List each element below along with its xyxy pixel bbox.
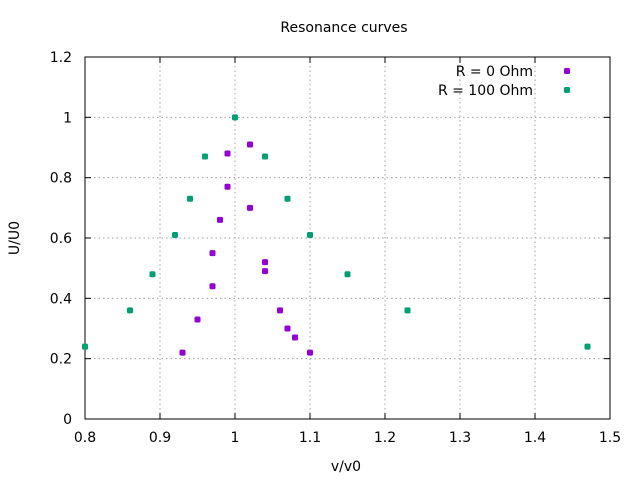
x-tick-label: 0.8 bbox=[74, 430, 96, 446]
chart-title: Resonance curves bbox=[280, 20, 407, 36]
legend: R = 0 Ohm R = 100 Ohm bbox=[438, 64, 570, 99]
data-point bbox=[284, 325, 291, 332]
x-tick-label: 0.9 bbox=[149, 430, 171, 446]
y-tick-label: 0 bbox=[63, 412, 72, 428]
axis-ticks bbox=[84, 56, 611, 420]
data-point bbox=[202, 153, 208, 160]
y-tick-label: 0.8 bbox=[50, 171, 72, 187]
x-tick-label: 1.3 bbox=[449, 430, 471, 446]
x-axis-label: v/v0 bbox=[331, 459, 361, 475]
data-point bbox=[149, 271, 156, 278]
data-point bbox=[307, 231, 313, 238]
data-point bbox=[404, 307, 411, 314]
data-point bbox=[262, 153, 268, 160]
data-point bbox=[179, 349, 186, 356]
x-tick-label: 1.5 bbox=[599, 430, 621, 446]
data-point bbox=[194, 316, 201, 323]
grid bbox=[85, 57, 610, 419]
y-tick-label: 0.2 bbox=[50, 352, 72, 368]
y-tick-labels: 0 0.2 0.4 0.6 0.8 1 1.2 bbox=[50, 50, 72, 428]
x-tick-label: 1 bbox=[231, 430, 240, 446]
data-point bbox=[217, 216, 223, 223]
data-point bbox=[344, 271, 351, 278]
x-tick-label: 1.4 bbox=[524, 430, 546, 446]
x-tick-label: 1.1 bbox=[299, 430, 321, 446]
data-point bbox=[292, 334, 298, 341]
legend-label: R = 100 Ohm bbox=[438, 83, 533, 99]
x-tick-labels: 0.8 0.9 1 1.1 1.2 1.3 1.4 1.5 bbox=[74, 430, 621, 446]
data-point bbox=[284, 195, 291, 202]
data-point bbox=[209, 283, 216, 290]
x-tick-label: 1.2 bbox=[374, 430, 396, 446]
data-point bbox=[172, 231, 178, 238]
y-axis-label: U/U0 bbox=[7, 221, 23, 255]
data-point bbox=[307, 349, 313, 356]
data-point bbox=[187, 195, 193, 202]
data-point bbox=[247, 204, 253, 211]
data-point bbox=[262, 268, 268, 275]
data-point bbox=[127, 307, 133, 314]
data-point bbox=[247, 141, 253, 148]
legend-marker bbox=[564, 68, 570, 74]
y-tick-label: 1.2 bbox=[50, 50, 72, 66]
data-point bbox=[209, 250, 216, 257]
data-points bbox=[82, 114, 591, 356]
data-point bbox=[277, 307, 283, 314]
data-point bbox=[224, 183, 231, 190]
legend-marker bbox=[564, 87, 570, 93]
data-point bbox=[224, 150, 231, 157]
data-point bbox=[232, 114, 238, 121]
legend-label: R = 0 Ohm bbox=[456, 64, 533, 80]
y-tick-label: 0.6 bbox=[50, 231, 72, 247]
data-point bbox=[82, 343, 88, 350]
data-point bbox=[262, 259, 268, 266]
y-tick-label: 1 bbox=[63, 110, 72, 126]
y-tick-label: 0.4 bbox=[50, 291, 72, 307]
data-point bbox=[584, 343, 591, 350]
